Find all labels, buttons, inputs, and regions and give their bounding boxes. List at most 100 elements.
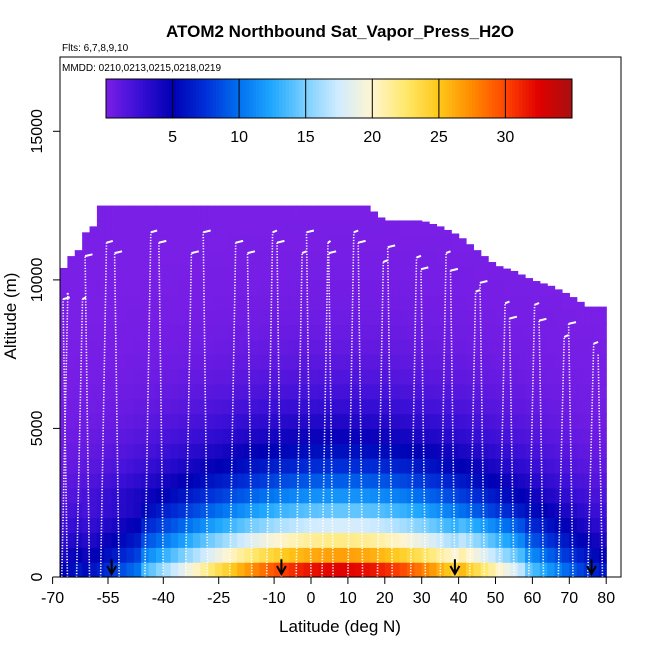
colorbar-segment (122, 79, 127, 118)
heatmap-cell (525, 487, 534, 504)
heatmap-cell (89, 428, 98, 444)
heatmap-cell (215, 562, 223, 578)
heatmap-cell (119, 413, 128, 430)
heatmap-cell (406, 413, 415, 430)
heatmap-cell (126, 443, 135, 459)
heatmap-cell (465, 502, 474, 519)
heatmap-cell (200, 235, 209, 251)
heatmap-cell (458, 324, 467, 340)
heatmap-cell (148, 235, 157, 251)
heatmap-cell (215, 339, 223, 355)
heatmap-cell (325, 369, 334, 385)
heatmap-cell (370, 502, 379, 519)
heatmap-cell (554, 289, 563, 296)
heatmap-cell (554, 443, 563, 459)
heatmap-cell (207, 487, 216, 504)
heatmap-cell (237, 235, 246, 251)
heatmap-cell (591, 306, 600, 311)
heatmap-cell (347, 324, 356, 340)
heatmap-cell (325, 265, 334, 281)
heatmap-cell (155, 309, 164, 326)
heatmap-cell (74, 354, 83, 370)
profile-level-leg (382, 259, 389, 263)
heatmap-cell (229, 265, 238, 281)
heatmap-cell (119, 487, 128, 504)
flight-arrow-head (276, 565, 287, 577)
heatmap-cell (141, 324, 150, 340)
heatmap-cell (429, 250, 438, 266)
heatmap-cell (288, 398, 297, 415)
profile-track (184, 253, 193, 578)
colorbar-segment (182, 79, 187, 118)
heatmap-cell (421, 532, 430, 548)
heatmap-cell (111, 205, 120, 222)
heatmap-cell (215, 502, 223, 519)
heatmap-cell (569, 354, 578, 370)
heatmap-cell (488, 339, 497, 355)
colorbar-segment (149, 79, 154, 118)
colorbar-segment (219, 79, 223, 118)
heatmap-cell (251, 413, 260, 430)
heatmap-cell (318, 235, 327, 251)
heatmap-cell (119, 250, 128, 266)
heatmap-cell (561, 398, 570, 415)
heatmap-cell (141, 547, 150, 563)
heatmap-cell (288, 339, 297, 355)
heatmap-cell (222, 473, 231, 489)
heatmap-cell (325, 502, 334, 519)
heatmap-cell (370, 473, 379, 489)
heatmap-cell (67, 383, 76, 400)
heatmap-cell (392, 279, 401, 296)
heatmap-cell (532, 398, 541, 415)
heatmap-cell (561, 339, 570, 355)
heatmap-cell (259, 279, 268, 296)
heatmap-cell (554, 562, 563, 578)
heatmap-cell (244, 205, 253, 222)
heatmap-cell (362, 487, 371, 504)
heatmap-cell (296, 413, 305, 430)
colorbar-segment (542, 79, 546, 118)
heatmap-cell (303, 413, 312, 430)
heatmap-cell (473, 279, 482, 296)
heatmap-cell (104, 205, 113, 222)
heatmap-cell (126, 487, 135, 504)
heatmap-cell (310, 473, 319, 489)
colorbar-segment (299, 79, 303, 118)
heatmap-cell (207, 502, 216, 519)
colorbar-segment (385, 79, 390, 118)
heatmap-cell (436, 265, 445, 281)
heatmap-cell (178, 547, 187, 563)
heatmap-cell (148, 324, 157, 340)
heatmap-cell (222, 220, 231, 236)
colorbar-segment (329, 79, 333, 118)
heatmap-cell (96, 458, 105, 474)
colorbar-segment (335, 79, 340, 118)
heatmap-cell (436, 413, 445, 430)
heatmap-cell (488, 473, 497, 489)
heatmap-cell (170, 458, 179, 474)
heatmap-cell (532, 383, 541, 400)
heatmap-cell (111, 369, 120, 385)
heatmap-cell (215, 205, 223, 222)
heatmap-cell (310, 487, 319, 504)
heatmap-cell (74, 547, 83, 563)
heatmap-cell (510, 383, 519, 400)
heatmap-cell (67, 443, 76, 459)
colorbar-segment (245, 79, 250, 118)
heatmap-cell (598, 383, 607, 400)
heatmap-cell (384, 398, 393, 415)
heatmap-cell (126, 502, 135, 519)
heatmap-cell (502, 413, 511, 430)
heatmap-cell (539, 354, 548, 370)
heatmap-cell (82, 309, 91, 326)
colorbar-segment (106, 79, 110, 118)
heatmap-cell (561, 294, 570, 311)
heatmap-cell (458, 339, 467, 355)
heatmap-cell (333, 502, 342, 519)
colorbar-segment (209, 79, 214, 118)
heatmap-cell (502, 309, 511, 326)
colorbar-segment (119, 79, 124, 118)
heatmap-cell (192, 309, 201, 326)
heatmap-cell (178, 443, 187, 459)
colorbar-segment (242, 79, 247, 118)
